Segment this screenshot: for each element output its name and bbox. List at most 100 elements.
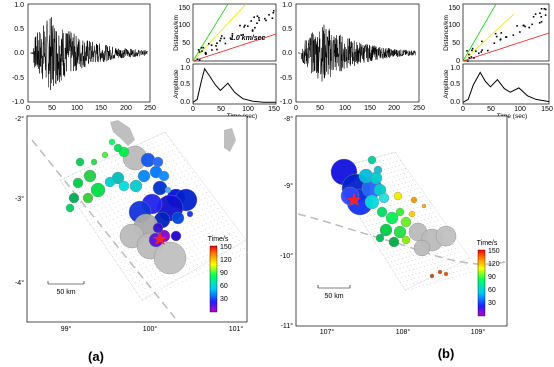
panel-a-station [100, 208, 102, 210]
panel-a-station [229, 233, 230, 235]
panel-a-station [137, 286, 139, 287]
panel-a-wf-ytick-1: 0.5 [14, 26, 24, 33]
panel-a-aftershock [140, 152, 156, 168]
panel-b-dist-ytick-3: 0 [456, 58, 460, 65]
panel-b-station [457, 266, 459, 267]
panel-a-distance-point [251, 29, 254, 31]
panel-b-station [437, 281, 439, 282]
panel-a-aftershock [90, 158, 98, 166]
panel-b-aftershock [437, 269, 443, 275]
panel-b-station [405, 257, 407, 258]
panel-a-station [206, 239, 208, 240]
panel-b-distance-point [524, 25, 526, 28]
panel-a-station [177, 173, 179, 175]
panel-a-station [211, 215, 213, 217]
panel-b-wf-ytick-3: -0.5 [280, 75, 292, 82]
panel-a-station [190, 277, 192, 279]
panel-a-aftershock-circles [65, 138, 198, 275]
panel-b-station [389, 252, 391, 253]
panel-b-station [414, 203, 415, 204]
panel-a-station [154, 178, 156, 180]
panel-b-station [445, 246, 446, 247]
panel-a-station [145, 266, 147, 268]
panel-b-station [405, 196, 407, 197]
panel-b-distance-point [532, 16, 535, 18]
panel-b-station [452, 258, 454, 259]
panel-a-station [186, 248, 187, 249]
panel-b-station [425, 200, 426, 201]
panel-b-station [404, 276, 406, 277]
panel-b-station [427, 204, 429, 205]
panel-a-station [142, 300, 143, 301]
panel-b-station [427, 218, 429, 219]
panel-a-station [84, 216, 86, 217]
panel-a-station [72, 190, 73, 191]
panel-a-station [178, 183, 180, 185]
panel-b-station [408, 214, 409, 215]
panel-b-station [441, 261, 443, 262]
panel-a-distance-point [196, 58, 199, 60]
panel-b-station [460, 270, 461, 271]
panel-a-station [130, 221, 132, 222]
panel-b-station [467, 268, 469, 269]
panel-a-station [197, 248, 198, 250]
panel-b-station [388, 196, 390, 197]
panel-b-station [418, 216, 419, 217]
panel-b-station [388, 210, 390, 211]
panel-b-station [410, 265, 412, 266]
panel-a-lon-tick-2: 101° [229, 325, 244, 333]
panel-b-station [389, 238, 391, 239]
panel-b-station [408, 228, 410, 229]
panel-a-station [126, 176, 127, 177]
panel-b-distance-point [534, 13, 537, 15]
panel-a-station [203, 266, 205, 268]
panel-a-station [79, 208, 80, 209]
panel-b-station [400, 160, 401, 161]
panel-a-station [159, 271, 160, 272]
panel-a-station [176, 242, 178, 243]
panel-a-aftershock [171, 211, 185, 225]
panel-a-aftershock [83, 169, 97, 183]
panel-a-station [95, 216, 97, 217]
panel-b-station [406, 266, 408, 267]
panel-a-station [210, 221, 211, 223]
panel-a-station [172, 275, 174, 277]
panel-b-station [451, 277, 453, 278]
panel-b-station [386, 173, 388, 174]
panel-a-station [165, 147, 166, 149]
panel-b-station [413, 222, 414, 223]
panel-a-station [232, 237, 233, 239]
panel-b-station [375, 209, 377, 210]
panel-a-station [183, 181, 184, 183]
panel-a-station [111, 161, 112, 163]
panel-a-station [191, 177, 192, 179]
panel-b-station [396, 269, 397, 270]
panel-b-station [435, 216, 436, 217]
panel-a-station [210, 205, 211, 207]
panel-a-station [188, 236, 190, 238]
panel-a-station [76, 204, 78, 205]
panel-a-station [105, 238, 106, 239]
panel-b-station [429, 255, 431, 256]
panel-b-station [445, 260, 447, 261]
panel-a-station [128, 280, 129, 281]
panel-b-station [409, 284, 411, 285]
panel-b-station [419, 211, 420, 212]
panel-a-station [111, 208, 113, 210]
panel-a-station [126, 223, 128, 224]
panel-b-station [419, 272, 420, 273]
panel-b-station [395, 180, 397, 181]
panel-b-station [375, 242, 376, 243]
panel-b-station [431, 217, 433, 218]
panel-a-station [218, 217, 220, 219]
panel-a-station [233, 247, 235, 249]
panel-a-station [141, 284, 143, 285]
panel-a-station [129, 195, 130, 197]
panel-a-station [240, 249, 241, 251]
panel-a-station [167, 283, 169, 284]
panel-b-amp-ytick-1: 0.5 [450, 81, 460, 88]
panel-a-station [170, 171, 172, 173]
panel-a-station [158, 276, 159, 278]
panel-a-station [202, 240, 203, 242]
panel-a-station [150, 180, 152, 182]
